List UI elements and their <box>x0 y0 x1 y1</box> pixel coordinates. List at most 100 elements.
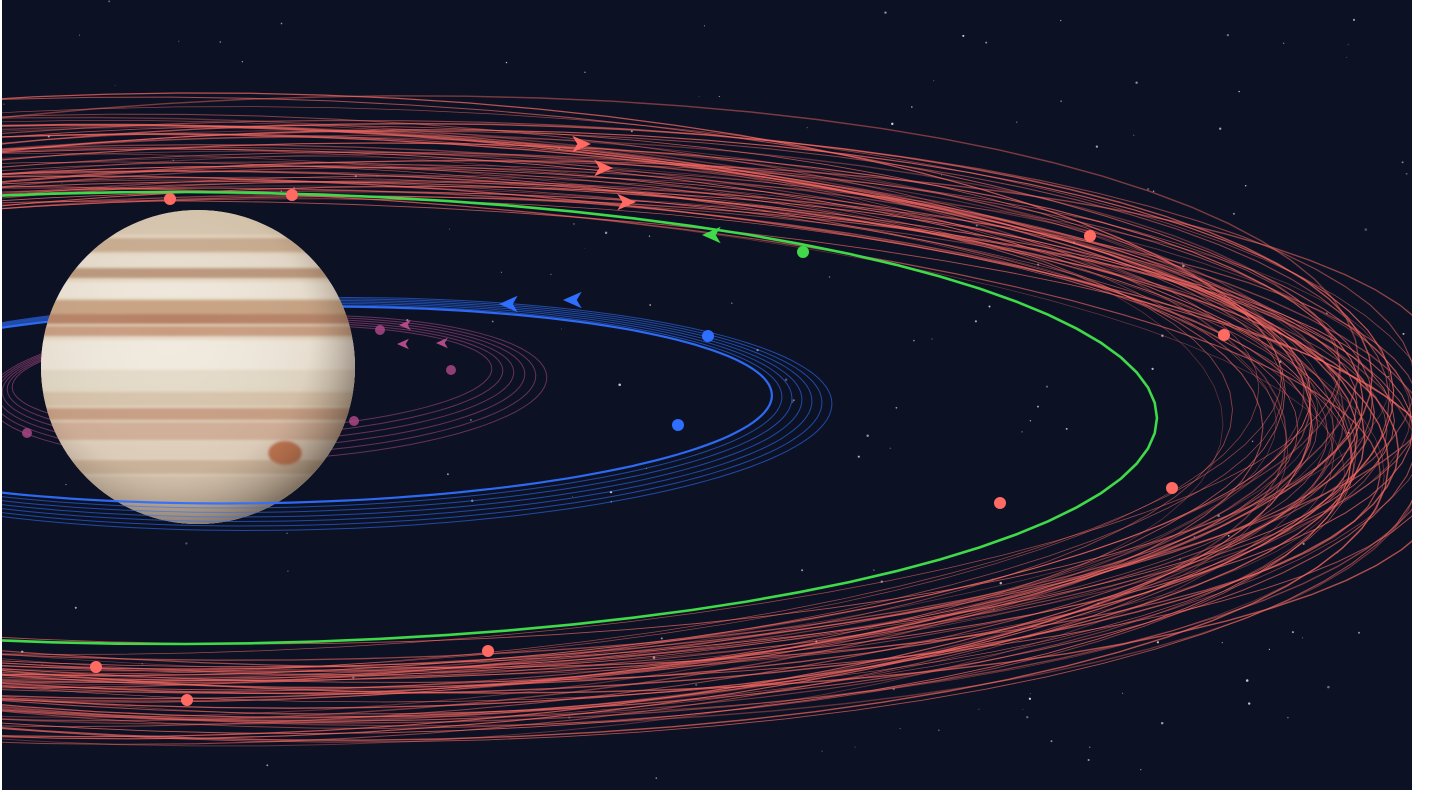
retrograde-orbit-path <box>2 146 1357 722</box>
star <box>1327 685 1330 689</box>
retrograde-moon-dot <box>1084 230 1096 242</box>
retrograde-orbit-path <box>2 136 1345 725</box>
star <box>1050 740 1053 743</box>
star <box>978 708 980 710</box>
star <box>1302 637 1304 639</box>
star <box>280 22 283 25</box>
star <box>1232 212 1235 215</box>
retrograde-orbit-path <box>2 129 1395 740</box>
retrograde-orbit-path <box>2 130 1390 745</box>
retrograde-orbit-path <box>2 151 1373 728</box>
star <box>1245 679 1249 682</box>
star <box>718 95 720 98</box>
star <box>287 570 289 572</box>
star <box>792 399 795 402</box>
star <box>185 542 188 545</box>
star <box>695 683 698 686</box>
prograde-orbit-front-arc <box>2 394 773 505</box>
star <box>266 764 269 767</box>
star <box>974 320 978 323</box>
star <box>891 122 894 126</box>
star <box>491 320 494 323</box>
direction-arrow-icon <box>499 295 518 313</box>
star <box>469 419 472 421</box>
retrograde-moon-dot <box>994 497 1006 509</box>
star <box>962 34 965 37</box>
prograde-orbit-front-arc <box>2 403 833 532</box>
star <box>1065 427 1068 430</box>
faint-moon-dot <box>22 428 32 438</box>
retrograde-orbit-path <box>2 185 1277 676</box>
moon-markers <box>22 135 1230 706</box>
retrograde-moon-dot <box>164 193 176 205</box>
faint-moon-dot <box>349 416 359 426</box>
star <box>505 61 508 64</box>
star <box>988 305 991 308</box>
direction-arrow-icon <box>702 226 721 244</box>
prograde-orbit-front-arc <box>2 401 823 527</box>
star <box>604 231 608 235</box>
star <box>1087 758 1090 762</box>
star <box>857 455 860 458</box>
highlighted-oddball-orbit <box>2 190 1159 646</box>
star <box>933 80 935 82</box>
star <box>241 61 244 63</box>
retrograde-orbit-path <box>2 161 1354 703</box>
star <box>1074 217 1076 219</box>
faint-inner-orbits <box>2 314 548 462</box>
star <box>1029 420 1032 422</box>
star <box>571 495 573 497</box>
star <box>1405 172 1408 175</box>
star <box>784 378 788 381</box>
star <box>550 273 552 276</box>
star <box>618 383 621 387</box>
faint-orbit-path <box>2 320 515 444</box>
star <box>1364 228 1368 231</box>
star <box>1227 534 1230 537</box>
star <box>630 130 633 133</box>
retrograde-orbit-path <box>2 195 1375 670</box>
star <box>1181 261 1183 264</box>
star <box>74 606 77 609</box>
star <box>821 750 823 752</box>
retrograde-orbit-path <box>2 165 1358 645</box>
retrograde-orbit-path <box>2 133 1366 709</box>
retrograde-orbit-path <box>2 180 1284 689</box>
retrograde-moon-dot <box>181 694 193 706</box>
faint-orbit-path <box>11 324 493 432</box>
star <box>1217 514 1220 517</box>
star <box>114 85 116 86</box>
star <box>985 41 988 44</box>
star <box>1291 631 1294 634</box>
star <box>1045 385 1049 388</box>
star <box>1151 367 1154 371</box>
retrograde-moon-dot <box>286 189 298 201</box>
retrograde-orbit-path <box>2 160 1341 655</box>
star <box>913 339 915 342</box>
star <box>648 235 651 237</box>
star <box>884 11 887 14</box>
jupiter-orbit-illustration <box>2 0 1412 790</box>
star <box>1095 145 1099 148</box>
star <box>178 40 180 42</box>
star <box>1358 631 1360 634</box>
faint-orbit-path <box>2 316 537 456</box>
star <box>899 728 901 729</box>
star <box>937 729 940 732</box>
direction-arrow-icon <box>436 337 448 349</box>
retrograde-orbit-path <box>2 170 1335 675</box>
star <box>500 271 502 273</box>
star <box>1347 44 1349 46</box>
retrograde-orbit-path <box>2 127 1224 691</box>
star <box>1346 56 1348 58</box>
star <box>895 406 898 409</box>
star <box>1244 185 1247 187</box>
page-right-margin <box>1412 0 1432 795</box>
retrograde-orbit-path <box>2 161 1233 682</box>
star <box>108 0 111 3</box>
star <box>703 25 705 27</box>
star <box>1060 100 1062 102</box>
star <box>61 182 63 184</box>
star <box>1282 42 1285 45</box>
star <box>1122 692 1124 694</box>
